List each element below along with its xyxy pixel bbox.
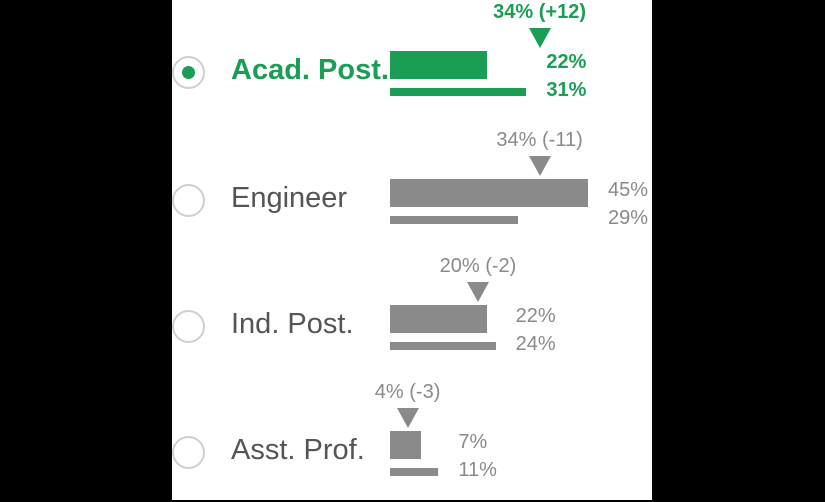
radio-selected-dot [182, 66, 195, 79]
option-label: Asst. Prof. [231, 434, 365, 466]
current-bar [390, 51, 487, 79]
previous-bar [390, 468, 439, 476]
radio-button[interactable] [172, 184, 205, 217]
current-value-label: 22% [546, 51, 587, 73]
previous-value-label: 31% [546, 79, 587, 101]
previous-value-label: 11% [458, 459, 497, 481]
radio-button[interactable] [172, 436, 205, 469]
results-panel: Acad. Post. 22% 31% 34% (+12) Engineer 45% 29%… [172, 0, 652, 500]
previous-value-label: 29% [608, 207, 649, 229]
previous-value-label: 24% [515, 333, 556, 355]
previous-bar [390, 342, 496, 350]
marker-label: 4% (-3) [374, 381, 441, 403]
current-bar [390, 305, 487, 333]
option-row-ind-post[interactable]: Ind. Post. 22% 24% 20% (-2) [172, 255, 652, 376]
option-label: Engineer [231, 182, 348, 214]
current-value-label: 7% [458, 431, 488, 453]
current-value-label: 45% [608, 179, 649, 201]
option-label: Acad. Post. [231, 54, 389, 86]
marker-label: 20% (-2) [439, 255, 517, 277]
previous-bar [390, 216, 518, 224]
option-label: Ind. Post. [231, 308, 354, 340]
marker-triangle-icon [528, 156, 551, 176]
option-row-engineer[interactable]: Engineer 45% 29% 34% (-11) [172, 129, 652, 250]
option-row-asst-prof[interactable]: Asst. Prof. 7% 11% 4% (-3) [172, 381, 652, 502]
marker-label: 34% (+12) [493, 1, 587, 23]
radio-button[interactable] [172, 310, 205, 343]
option-row-acad-post[interactable]: Acad. Post. 22% 31% 34% (+12) [172, 1, 652, 122]
previous-bar [390, 88, 527, 96]
radio-button[interactable] [172, 56, 205, 89]
current-value-label: 22% [515, 305, 556, 327]
marker-triangle-icon [467, 282, 489, 302]
marker-triangle-icon [396, 408, 419, 428]
current-bar [390, 431, 421, 459]
marker-label: 34% (-11) [496, 129, 583, 151]
current-bar [390, 179, 588, 207]
marker-triangle-icon [528, 28, 551, 48]
